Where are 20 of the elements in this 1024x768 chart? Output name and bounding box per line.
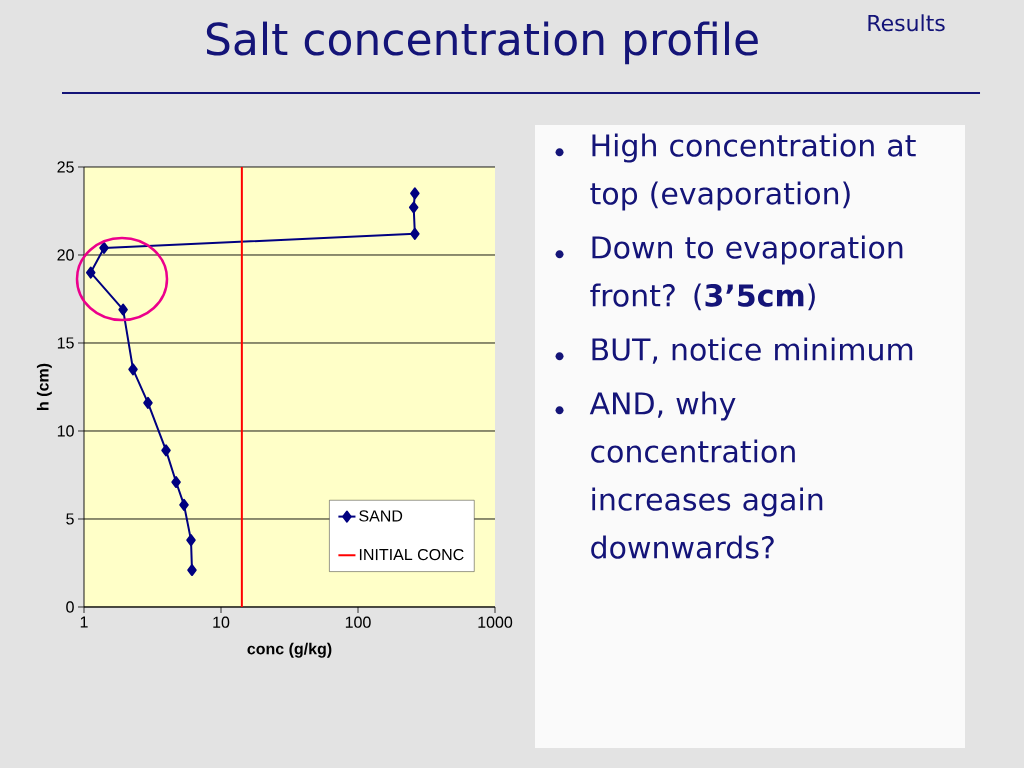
text: Down to evaporation front? (3’5cm) [590,235,903,311]
legend-label: INITIAL CONC [359,548,464,561]
x-tick-label: 100 [345,616,371,628]
y-tick-label: 10 [57,425,74,437]
y-axis-title: h (cm) [36,363,52,410]
y-tick-label: 5 [66,513,74,525]
text: Results [868,14,945,32]
y-tick-label: 25 [57,161,74,173]
legend-label: SAND [359,510,403,522]
x-tick-label: 10 [213,616,230,628]
text: BUT, notice minimum [592,337,913,364]
x-axis-title: conc (g/kg) [247,642,332,658]
y-tick-label: 20 [57,249,74,261]
y-tick-label: 15 [57,337,74,349]
x-tick-label: 1 [80,616,88,628]
y-tick-label: 0 [66,601,74,613]
chart-title: Salt concentration profile [206,21,758,65]
x-tick-label: 1000 [478,616,513,628]
text: High concentration at top (evaporation) [590,133,916,211]
text: AND, why concentration increases again downwards? [589,391,823,559]
